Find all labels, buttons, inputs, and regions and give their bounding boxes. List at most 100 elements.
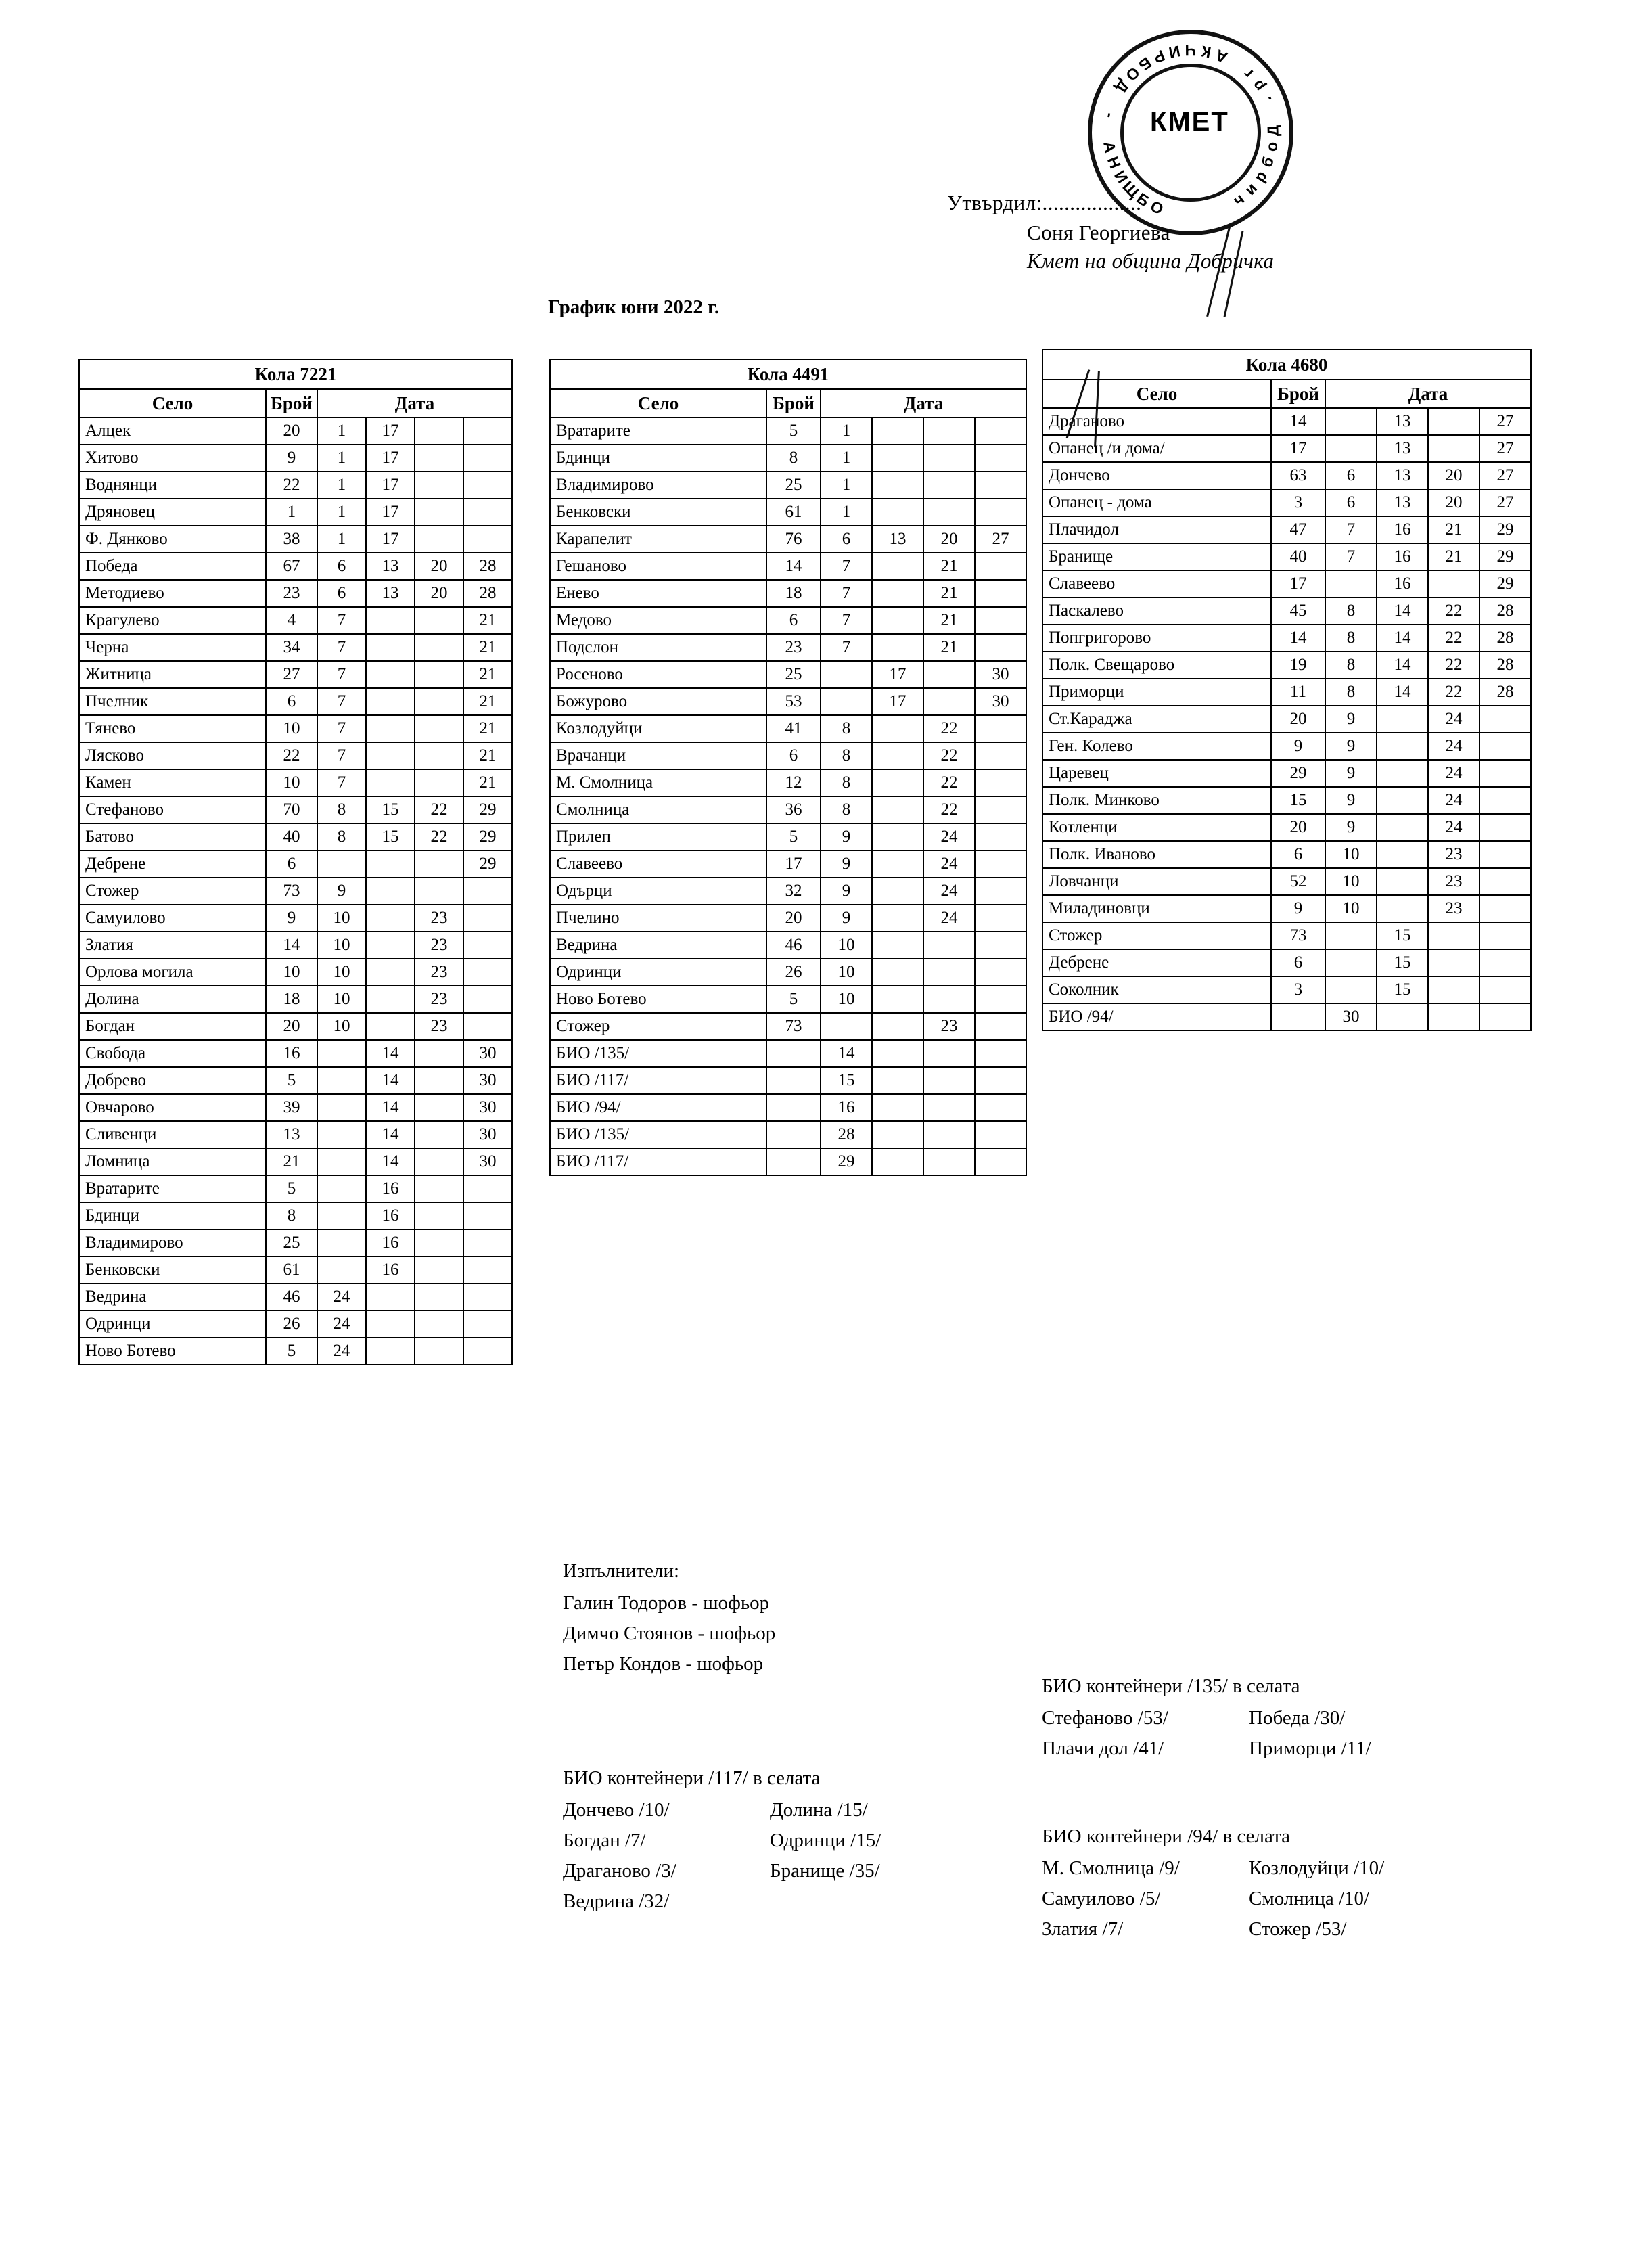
cell-date-1: 9 [820,850,873,878]
cell-village: Владимирово [549,471,767,499]
cell-date-4: 28 [1479,597,1532,625]
cell-village: Ведрина [549,931,767,959]
cell-village: Методиево [78,579,267,608]
table-body: Драганово 14 13 27 Опанец /и дома/17 13 27 Донч… [1042,407,1532,1031]
stamp-inner-text: КМЕТ [1149,107,1229,137]
cell-village: Попгригорово [1042,624,1272,652]
cell-village: Хитово [78,444,267,472]
cell-village: Бенковски [78,1256,267,1284]
table-body: Алцек 20 1 17 Хитово 9 1 17 Воднянци 22 1 17 Дрянове… [78,417,513,1365]
bio-heading: БИО контейнери /117/ в селата [563,1767,821,1789]
cell-date-3 [1427,434,1480,463]
cell-date-2 [365,850,415,878]
cell-date-4 [463,985,513,1014]
cell-date-1 [317,1039,367,1068]
cell-date-4 [974,498,1027,526]
cell-village: Опанец /и дома/ [1042,434,1272,463]
cell-count: 5 [766,417,821,445]
table-row: Козлодуйци 41 8 22 [549,714,1027,743]
cell-date-4 [463,1337,513,1365]
cell-date-1: 1 [317,498,367,526]
bio-row: Ведрина /32/ [563,1886,973,1917]
cell-village: Прилеп [549,823,767,851]
cell-date-4: 27 [1479,489,1532,517]
cell-date-3 [923,985,976,1014]
bio-village-left: Плачи дол /41/ [1042,1738,1164,1759]
cell-village: Победа [78,552,267,581]
cell-village: Полк. Минково [1042,786,1272,815]
cell-date-2: 14 [1376,651,1429,679]
cell-date-1: 9 [820,823,873,851]
cell-date-4: 28 [1479,651,1532,679]
cell-date-1: 9 [1325,786,1377,815]
cell-date-4: 21 [463,633,513,662]
cell-village: Одринци [78,1310,267,1338]
cell-date-4 [1479,867,1532,896]
table-row: Бенковски 61 16 [78,1256,513,1284]
cell-date-3: 22 [1427,651,1480,679]
cell-village: Дряновец [78,498,267,526]
cell-date-3: 24 [1427,786,1480,815]
cell-date-1: 7 [1325,516,1377,544]
cell-date-4: 21 [463,660,513,689]
bio-village-right: Долина /15/ [770,1799,868,1821]
cell-date-2 [871,714,924,743]
cell-date-3 [923,1148,976,1176]
cell-date-1: 6 [820,525,873,553]
table-row: Дончево 63 6 13 20 27 [1042,461,1532,490]
cell-date-3: 21 [1427,516,1480,544]
cell-date-3: 22 [923,769,976,797]
cell-count: 23 [766,633,821,662]
cell-date-4 [1479,894,1532,923]
table-row: Овчарово 39 14 30 [78,1093,513,1122]
table-row: БИО /117/29 [549,1148,1027,1176]
cell-count: 61 [265,1256,318,1284]
cell-date-4: 21 [463,742,513,770]
cell-date-2: 13 [1376,489,1429,517]
cell-date-4: 29 [463,796,513,824]
table-row: Медово 6 7 21 [549,606,1027,635]
cell-date-2 [1376,705,1429,733]
cell-date-1: 10 [317,1012,367,1041]
cell-date-2 [871,444,924,472]
cell-village: Бенковски [549,498,767,526]
cell-date-3: 23 [1427,840,1480,869]
cell-date-3 [414,1229,464,1257]
table-row: Черна 34 7 21 [78,633,513,662]
cell-count: 46 [766,931,821,959]
table-row: Добрево 5 14 30 [78,1066,513,1095]
cell-date-3 [414,471,464,499]
cell-date-2 [871,1093,924,1122]
cell-date-2 [1376,840,1429,869]
cell-date-1: 6 [317,579,367,608]
cell-village: Бдинци [549,444,767,472]
table-row: Пчелино 20 9 24 [549,904,1027,932]
table-row: Дебрене 6 29 [78,850,513,878]
cell-date-4: 27 [1479,407,1532,436]
cell-count: 6 [766,606,821,635]
stamp-char: р [1247,76,1268,95]
cell-date-1 [1325,949,1377,977]
cell-village: Самуилово [78,904,267,932]
cell-date-3 [1427,570,1480,598]
table-row: Подслон 23 7 21 [549,633,1027,662]
cell-date-3: 23 [414,931,464,959]
cell-date-1: 7 [317,714,367,743]
cell-date-1: 16 [820,1093,873,1122]
table-row: Тянево 10 7 21 [78,714,513,743]
cell-village: Медово [549,606,767,635]
cell-village: БИО /94/ [549,1093,767,1122]
cell-date-1 [1325,922,1377,950]
table-row: Ново Ботево 5 24 [78,1337,513,1365]
cell-date-1 [317,1066,367,1095]
table-row: Опанец - дома 3 6 13 20 27 [1042,489,1532,517]
cell-date-1: 7 [317,769,367,797]
stamp-char: р [1250,166,1271,185]
cell-date-2 [365,958,415,986]
cell-village: Стожер [1042,922,1272,950]
cell-village: Батово [78,823,267,851]
cell-date-4: 28 [463,552,513,581]
cell-village: БИО /135/ [549,1120,767,1149]
cell-date-1: 7 [820,552,873,581]
cell-date-1: 8 [1325,678,1377,706]
